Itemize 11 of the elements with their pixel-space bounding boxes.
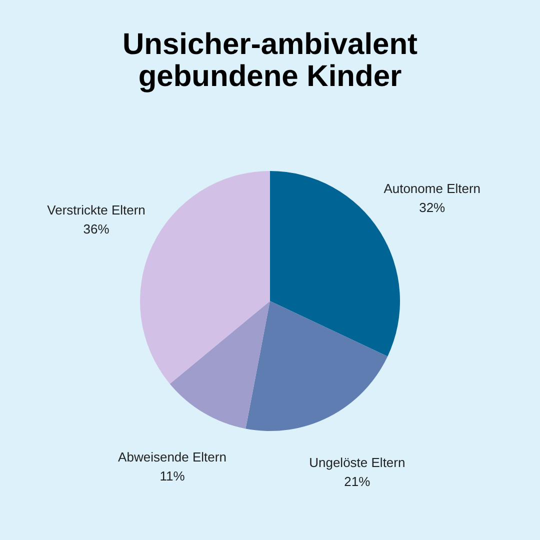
slice-label: Verstrickte Eltern (47, 202, 146, 218)
slice-label: Ungelöste Eltern (309, 455, 406, 470)
pie-slice (170, 301, 270, 429)
slice-label: Abweisende Eltern (118, 449, 226, 464)
data-label: 32% (419, 200, 446, 216)
chart-title: Unsicher-ambivalent gebundene Kinder (122, 28, 418, 93)
pie-slice (246, 301, 388, 431)
data-label: 36% (83, 221, 110, 236)
data-label: 21% (344, 474, 371, 490)
slice-label: Autonome Eltern (384, 181, 481, 196)
data-label: 11% (160, 468, 186, 484)
